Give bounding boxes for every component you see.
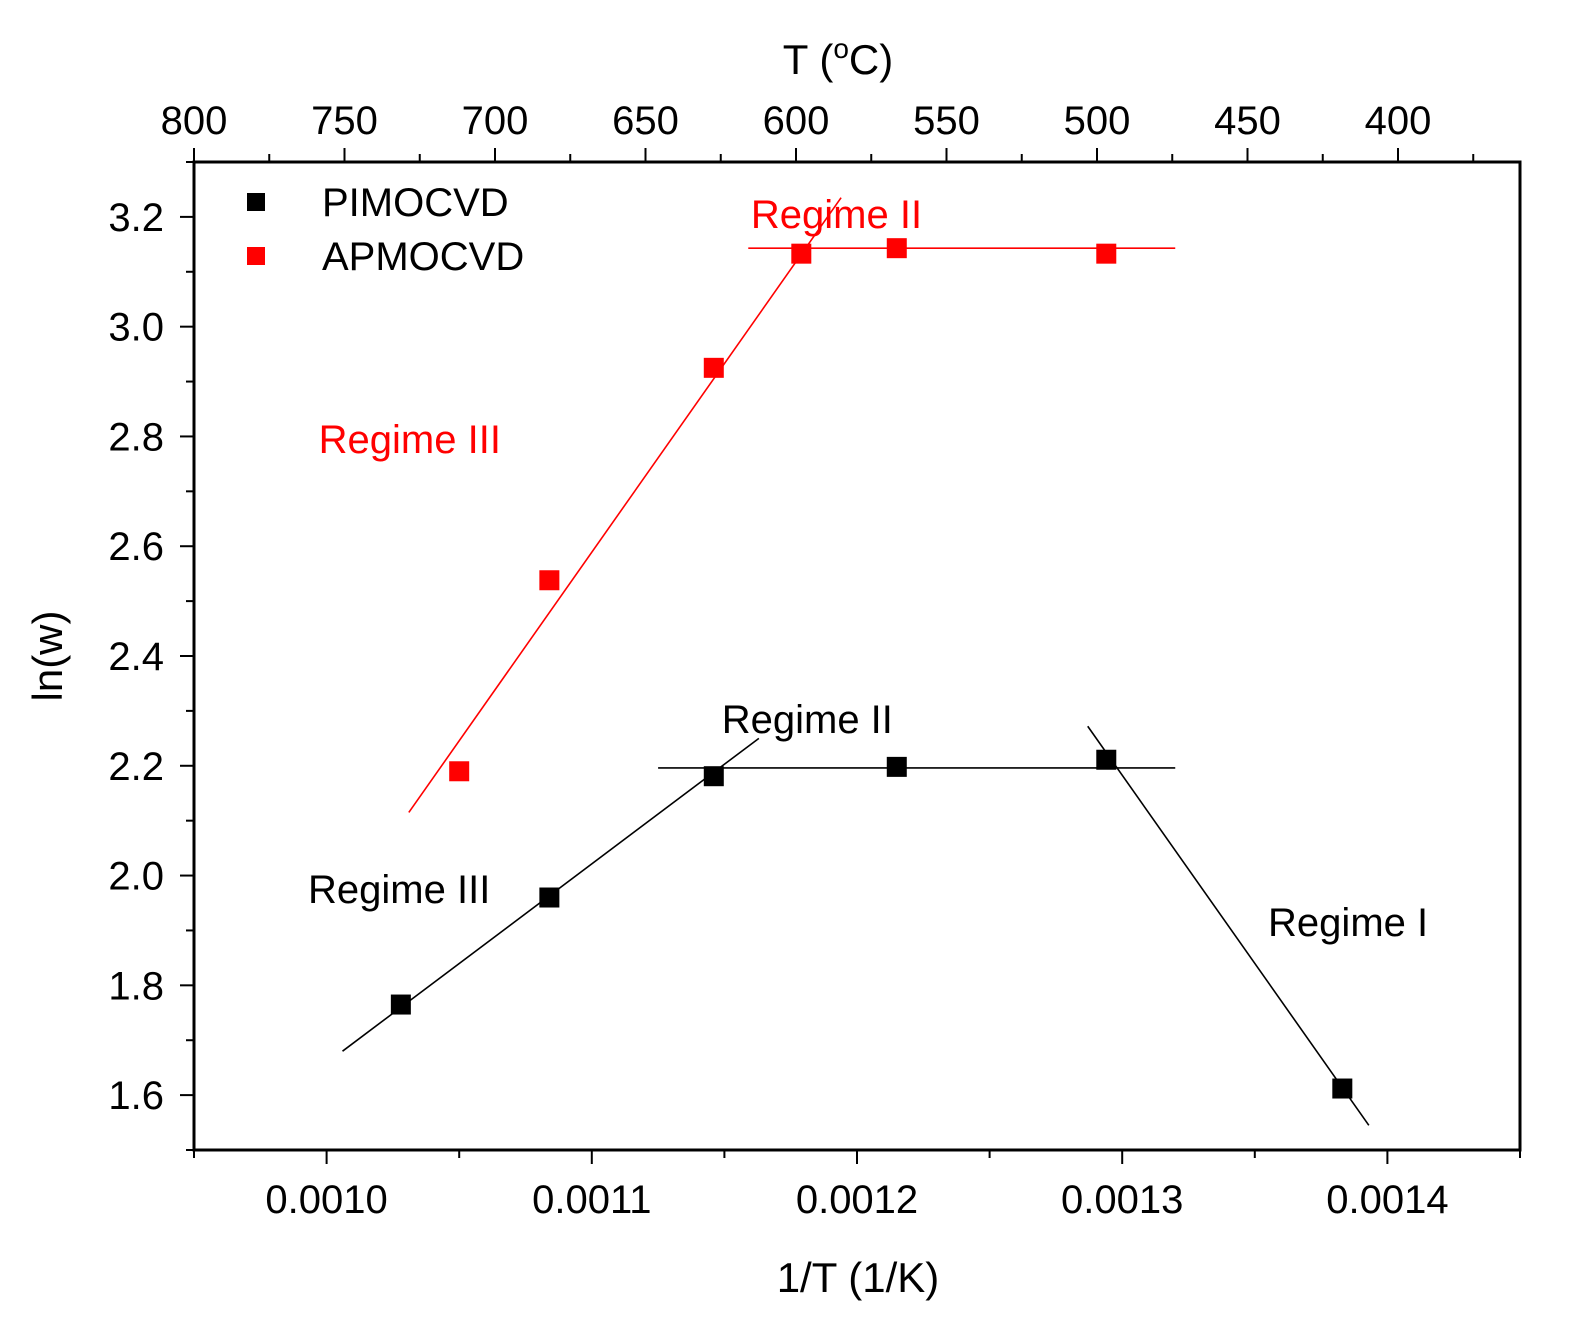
top-tick-label: 750 xyxy=(311,99,378,143)
top-axis-ticks: 800 750 700 650 600 550 500 450 400 xyxy=(161,99,1475,162)
left-axis-ticks: 1.6 1.8 2.0 2.2 2.4 2.6 2.8 3.0 3.2 xyxy=(108,161,194,1151)
legend: PIMOCVD APMOCVD xyxy=(247,181,524,279)
point-apmocvd-2 xyxy=(539,570,560,591)
top-axis-title-suffix: C) xyxy=(849,36,893,83)
top-tick-label: 650 xyxy=(612,99,679,143)
annotation-regime: Regime II xyxy=(751,193,922,237)
bottom-axis-ticks: 0.0010 0.0011 0.0012 0.0013 0.0014 xyxy=(193,1150,1521,1222)
top-axis-title: T (oC) xyxy=(783,33,893,83)
fit-lines xyxy=(342,197,1370,1126)
point-pimocvd-3 xyxy=(703,766,724,787)
point-pimocvd-5 xyxy=(1096,749,1117,770)
x-tick-label: 0.0010 xyxy=(265,1178,387,1222)
top-tick-label: 550 xyxy=(913,99,980,143)
fit-line-apmocvd-1 xyxy=(408,197,842,813)
y-tick-label: 3.0 xyxy=(108,306,164,350)
y-tick-label: 1.8 xyxy=(108,964,164,1008)
x-tick-label: 0.0012 xyxy=(796,1178,918,1222)
legend-label-apmocvd: APMOCVD xyxy=(322,235,524,279)
y-tick-label: 2.0 xyxy=(108,855,164,899)
y-tick-label: 1.6 xyxy=(108,1074,164,1118)
x-axis-title: 1/T (1/K) xyxy=(777,1254,940,1301)
annotation-regime: Regime I xyxy=(1268,901,1428,945)
y-tick-label: 2.8 xyxy=(108,415,164,459)
x-tick-label: 0.0013 xyxy=(1061,1178,1183,1222)
point-apmocvd-1 xyxy=(449,761,470,782)
annotation-regime: Regime III xyxy=(319,418,501,462)
legend-marker-apmocvd xyxy=(247,247,265,265)
top-tick-label: 700 xyxy=(462,99,529,143)
y-tick-label: 2.4 xyxy=(108,635,164,679)
point-pimocvd-1 xyxy=(390,994,411,1015)
y-tick-label: 2.6 xyxy=(108,525,164,569)
legend-label-pimocvd: PIMOCVD xyxy=(322,181,509,225)
fit-line-pimocvd-3 xyxy=(1087,725,1370,1126)
point-apmocvd-3 xyxy=(703,357,724,378)
point-pimocvd-2 xyxy=(539,887,560,908)
top-tick-label: 450 xyxy=(1214,99,1281,143)
y-axis-title: ln(w) xyxy=(24,611,71,702)
top-tick-label: 800 xyxy=(161,99,228,143)
legend-marker-pimocvd xyxy=(247,193,265,211)
top-axis-title-prefix: T ( xyxy=(783,36,834,83)
x-tick-label: 0.0014 xyxy=(1326,1178,1448,1222)
x-tick-label: 0.0011 xyxy=(532,1178,651,1222)
top-axis-title-degree: o xyxy=(833,33,849,64)
y-tick-label: 2.2 xyxy=(108,745,164,789)
point-pimocvd-4 xyxy=(886,756,907,777)
annotation-regime: Regime III xyxy=(308,868,490,912)
point-apmocvd-5 xyxy=(886,238,907,259)
point-pimocvd-6 xyxy=(1332,1078,1353,1099)
data-points xyxy=(390,238,1353,1099)
annotation-regime: Regime II xyxy=(722,698,893,742)
annotations: Regime II Regime III Regime II Regime III Re… xyxy=(308,193,1428,945)
point-apmocvd-4 xyxy=(791,243,812,264)
point-apmocvd-6 xyxy=(1096,243,1117,264)
top-tick-label: 600 xyxy=(763,99,830,143)
top-tick-label: 500 xyxy=(1064,99,1131,143)
top-tick-label: 400 xyxy=(1365,99,1432,143)
y-tick-label: 3.2 xyxy=(108,196,164,240)
